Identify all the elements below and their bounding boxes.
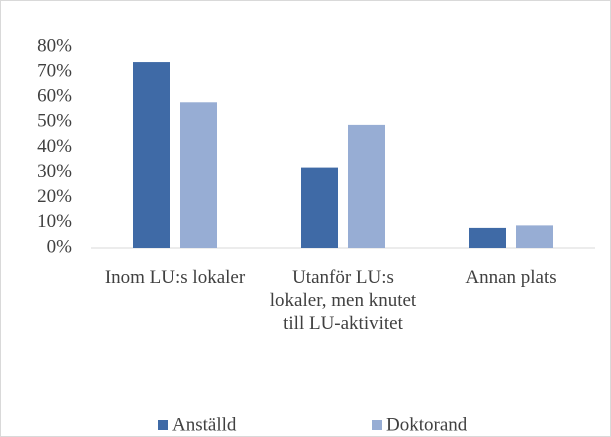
legend-swatch bbox=[372, 420, 382, 430]
legend-label: Doktorand bbox=[386, 414, 468, 435]
bar bbox=[469, 227, 506, 248]
bar bbox=[133, 62, 170, 249]
y-tick-label: 50% bbox=[37, 111, 72, 132]
x-tick-label: Utanför LU:s lokaler, men knutet till LU… bbox=[269, 267, 417, 334]
legend-swatch bbox=[158, 420, 168, 430]
x-tick-label: Inom LU:s lokaler bbox=[104, 267, 246, 288]
bar bbox=[180, 102, 217, 249]
y-tick-label: 40% bbox=[37, 136, 72, 157]
bar bbox=[301, 167, 338, 248]
x-tick-label: Annan plats bbox=[465, 267, 557, 288]
y-tick-label: 70% bbox=[37, 60, 72, 81]
y-tick-label: 0% bbox=[47, 236, 73, 257]
legend-label: Anställd bbox=[172, 414, 237, 435]
y-tick-label: 20% bbox=[37, 186, 72, 207]
bar bbox=[348, 124, 385, 248]
y-tick-label: 30% bbox=[37, 161, 72, 182]
y-tick-label: 60% bbox=[37, 86, 72, 107]
bar bbox=[516, 225, 553, 248]
y-tick-label: 10% bbox=[37, 211, 72, 232]
y-tick-label: 80% bbox=[37, 35, 72, 56]
